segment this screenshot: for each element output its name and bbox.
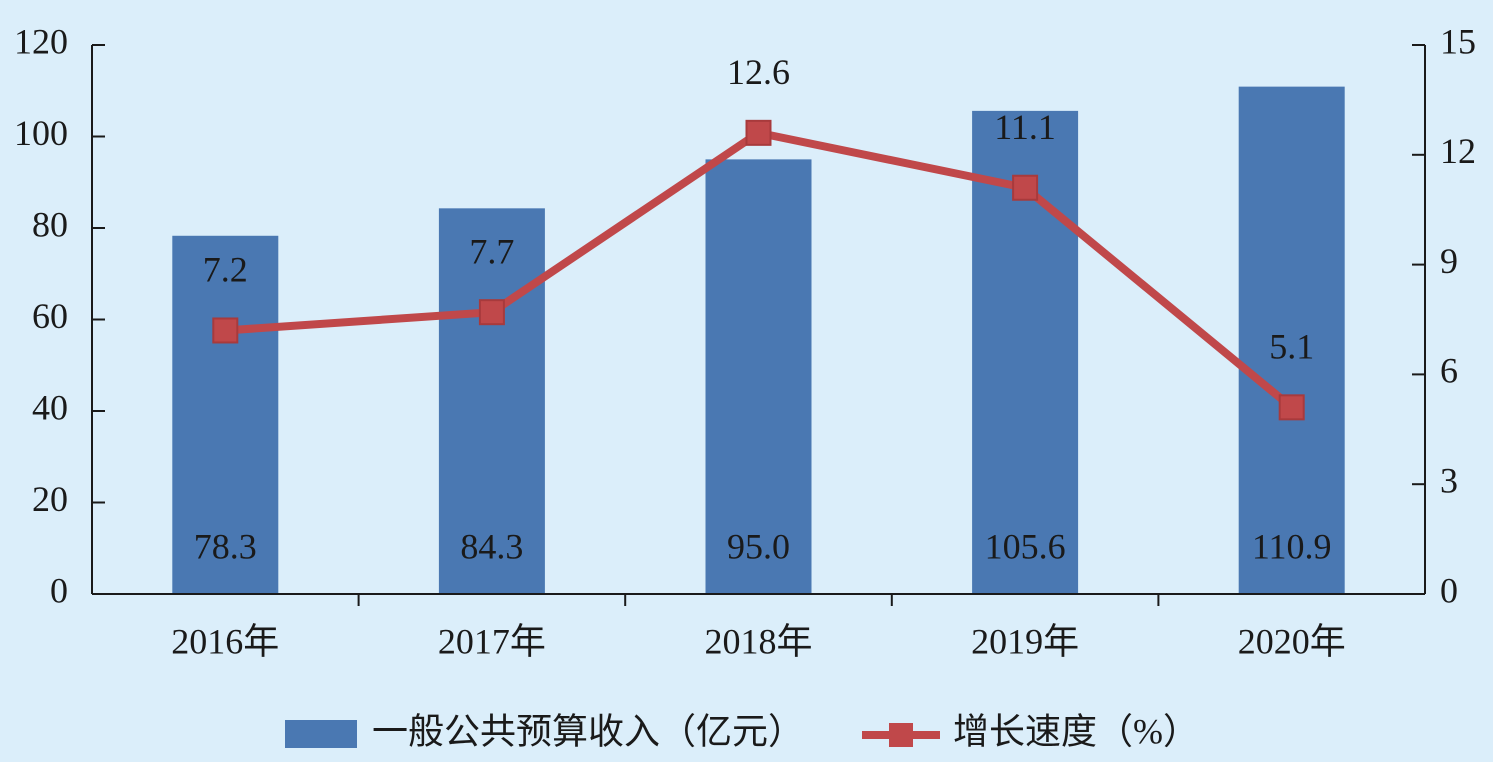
- line-value-label: 7.2: [203, 250, 248, 290]
- y-tick-label: 0: [50, 570, 68, 610]
- y-tick-label: 60: [32, 296, 68, 336]
- x-tick-label: 2018年: [704, 621, 812, 661]
- bar-value-label: 95.0: [727, 526, 790, 566]
- y-tick-label: 120: [14, 21, 68, 61]
- line-marker: [212, 317, 239, 344]
- legend-label: 增长速度（%）: [953, 711, 1199, 751]
- bar-value-label: 110.9: [1252, 526, 1332, 566]
- legend-swatch: [285, 720, 357, 748]
- bar: [1238, 86, 1345, 594]
- x-tick-label: 2016年: [171, 621, 279, 661]
- y2-tick-label: 9: [1440, 241, 1458, 281]
- line-value-label: 7.7: [469, 231, 514, 271]
- line-marker: [478, 299, 505, 326]
- line-marker: [1278, 394, 1305, 421]
- x-tick-label: 2017年: [438, 621, 546, 661]
- bar: [705, 159, 812, 594]
- line-marker: [1012, 174, 1039, 201]
- bar-value-label: 105.6: [985, 526, 1066, 566]
- x-tick-label: 2019年: [971, 621, 1079, 661]
- y2-tick-label: 0: [1440, 570, 1458, 610]
- y-tick-label: 80: [32, 204, 68, 244]
- line-value-label: 5.1: [1269, 327, 1314, 367]
- bar: [438, 208, 545, 594]
- y2-tick-label: 6: [1440, 351, 1458, 391]
- legend-label: 一般公共预算收入（亿元）: [372, 711, 804, 751]
- bar-value-label: 78.3: [194, 526, 257, 566]
- y-tick-label: 40: [32, 387, 68, 427]
- y2-tick-label: 3: [1440, 460, 1458, 500]
- bar: [172, 235, 279, 594]
- y2-tick-label: 12: [1440, 131, 1476, 171]
- y2-tick-label: 15: [1440, 21, 1476, 61]
- x-tick-label: 2020年: [1238, 621, 1346, 661]
- bar-value-label: 84.3: [460, 526, 523, 566]
- y-tick-label: 100: [14, 113, 68, 153]
- line-value-label: 12.6: [727, 52, 790, 92]
- line-marker: [745, 119, 772, 146]
- line-value-label: 11.1: [994, 107, 1056, 147]
- legend-marker: [889, 723, 913, 747]
- y-tick-label: 20: [32, 479, 68, 519]
